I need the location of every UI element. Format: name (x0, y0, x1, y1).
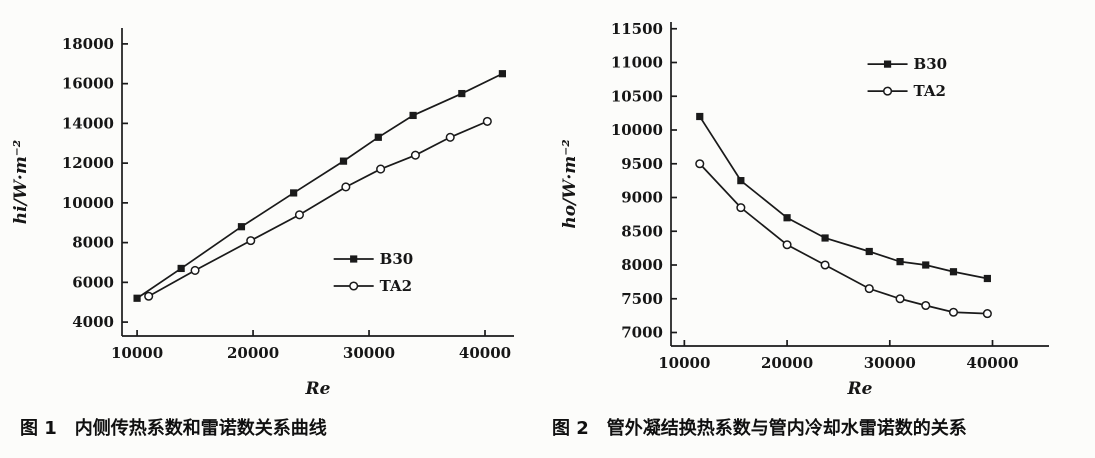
square-marker-icon (896, 258, 904, 266)
y-tick-label: 11000 (611, 54, 663, 72)
circle-marker-icon (883, 86, 893, 96)
legend-label: B30 (914, 55, 948, 73)
axes (670, 22, 1049, 347)
legend-label: TA2 (914, 82, 946, 100)
x-tick-label: 30000 (864, 354, 916, 372)
legend: B30 TA2 (333, 250, 414, 295)
circle-marker-icon (736, 203, 746, 213)
x-tick-label: 30000 (343, 344, 395, 362)
square-marker-icon (498, 70, 507, 78)
captions-row: 图 1 内侧传热系数和雷诺数关系曲线 图 2 管外凝结换热系数与管内冷却水雷诺数… (4, 414, 1095, 440)
y-tick-label: 10500 (611, 87, 663, 105)
y-tick-label: 8500 (621, 222, 663, 240)
square-marker-icon (350, 255, 358, 263)
figure-2-caption: 图 2 管外凝结换热系数与管内冷却水雷诺数的关系 (552, 418, 967, 439)
circle-marker-icon (948, 307, 959, 317)
circle-marker-icon (921, 300, 931, 311)
circle-marker-icon (820, 260, 830, 270)
square-marker-icon (821, 234, 829, 242)
fig2-plot-area: 10000 20000 30000 40000 7000 7500 8000 8500 9000… (560, 20, 1049, 399)
square-marker-icon (949, 268, 958, 276)
legend: B30 TA2 (867, 55, 948, 100)
square-marker-icon (177, 264, 185, 273)
y-tick-label: 12000 (62, 154, 114, 172)
circle-marker-icon (410, 150, 420, 160)
x-tick-label: 40000 (459, 344, 511, 362)
series-TA2 (695, 159, 992, 319)
square-marker-icon (409, 111, 417, 120)
y-tick-label: 4000 (72, 313, 114, 331)
axes (121, 28, 514, 337)
square-marker-icon (339, 157, 348, 165)
fig1-plot-area: 10000 20000 30000 40000 4000 6000 8000 10000 120… (11, 28, 514, 399)
y-tick-label: 10000 (611, 121, 663, 139)
x-tick-label: 20000 (761, 354, 813, 372)
y-tick-label: 9000 (621, 189, 663, 207)
circle-marker-icon (349, 281, 359, 291)
y-axis-title: hi/W·m⁻² (11, 140, 31, 224)
circle-marker-icon (482, 116, 492, 126)
chart-figure-1: 10000 20000 30000 40000 4000 6000 8000 10000 120… (4, 2, 549, 406)
circle-marker-icon (782, 240, 792, 250)
square-marker-icon (865, 247, 873, 256)
y-tick-label: 11500 (611, 20, 663, 38)
square-marker-icon (883, 60, 892, 68)
circle-marker-icon (864, 284, 874, 294)
x-axis-title: Re (305, 379, 331, 399)
x-tick-label: 10000 (111, 344, 163, 362)
x-tick-label: 40000 (966, 354, 1018, 372)
square-marker-icon (983, 274, 991, 283)
circle-marker-icon (246, 236, 256, 246)
series-line (136, 72, 503, 299)
y-tick-label: 9500 (621, 155, 663, 173)
chart-figure-2: 10000 20000 30000 40000 7000 7500 8000 8500 9000… (549, 2, 1094, 406)
y-axis-title: ho/W·m⁻² (560, 139, 580, 228)
series-B30 (696, 112, 991, 283)
square-marker-icon (290, 189, 298, 197)
y-tick-label: 8000 (621, 256, 663, 274)
figure-1-caption: 图 1 内侧传热系数和雷诺数关系曲线 (20, 418, 327, 439)
square-marker-icon (696, 112, 704, 121)
y-tick-label: 7000 (621, 324, 663, 342)
square-marker-icon (374, 133, 382, 141)
y-tick-label: 6000 (72, 273, 114, 291)
charts-row: 10000 20000 30000 40000 4000 6000 8000 10000 120… (4, 2, 1095, 406)
circle-marker-icon (294, 210, 304, 220)
circle-marker-icon (376, 164, 386, 174)
x-tick-label: 20000 (227, 344, 279, 362)
square-marker-icon (458, 89, 466, 98)
y-tick-label: 10000 (62, 194, 114, 212)
circle-marker-icon (341, 182, 351, 192)
square-marker-icon (922, 261, 930, 269)
series-B30 (133, 70, 507, 302)
x-axis-title: Re (847, 379, 873, 399)
y-tick-label: 18000 (62, 35, 114, 53)
circle-marker-icon (190, 265, 200, 275)
series-TA2 (144, 116, 492, 301)
x-tick-label: 10000 (658, 354, 710, 372)
y-tick-label: 8000 (72, 234, 114, 252)
circle-marker-icon (695, 159, 705, 169)
y-tick-label: 14000 (62, 114, 114, 132)
series-line (699, 163, 988, 315)
series-line (699, 116, 988, 280)
square-marker-icon (737, 177, 745, 185)
square-marker-icon (237, 223, 246, 231)
legend-label: TA2 (380, 277, 412, 295)
circle-marker-icon (144, 291, 154, 301)
circle-marker-icon (895, 294, 905, 304)
circle-marker-icon (445, 132, 455, 142)
circle-marker-icon (982, 309, 992, 319)
square-marker-icon (783, 214, 791, 222)
y-tick-label: 16000 (62, 75, 114, 93)
y-tick-label: 7500 (621, 290, 663, 308)
square-marker-icon (133, 294, 141, 302)
legend-label: B30 (380, 250, 414, 268)
